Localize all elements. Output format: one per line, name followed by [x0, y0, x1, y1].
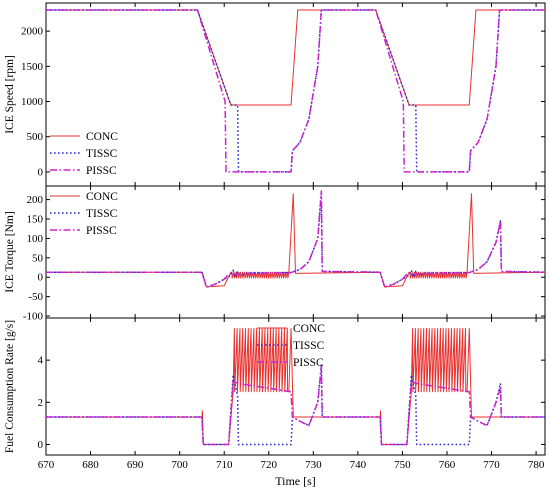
- series-conc-line: [46, 9, 545, 106]
- x-tick-label: 690: [127, 459, 144, 471]
- x-tick-label: 720: [261, 459, 278, 471]
- plot-frame-2: [45, 185, 546, 319]
- y-tick-label: 0: [38, 439, 44, 451]
- y-tick-label: 2000: [21, 26, 44, 38]
- y-tick-label: 1000: [21, 96, 44, 108]
- y-tick-label: 50: [32, 252, 44, 264]
- x-tick-label: 710: [216, 459, 233, 471]
- x-tick-label: 770: [483, 459, 500, 471]
- legend-label-tissc: TISSC: [293, 340, 325, 352]
- y-tick-label: 1500: [21, 61, 44, 73]
- legend-label-pissc: PISSC: [86, 165, 117, 177]
- legend-label-tissc: TISSC: [86, 148, 118, 160]
- x-axis-label: Time [s]: [275, 474, 316, 488]
- y-tick-label: -50: [28, 291, 43, 303]
- series-pissc-line: [46, 190, 545, 288]
- y-tick-label: 0: [38, 272, 44, 284]
- x-tick-label: 780: [528, 459, 545, 471]
- panel-series-3: [46, 328, 545, 446]
- x-tick-label: 680: [82, 459, 99, 471]
- y-axis-label: Fuel Consumption Rate [g/s]: [4, 320, 16, 453]
- series-pissc-line: [46, 9, 545, 173]
- x-tick-label: 760: [439, 459, 456, 471]
- y-axis-label: ICE Torque [Nm]: [4, 211, 16, 292]
- y-tick-label: 0: [38, 166, 44, 178]
- series-pissc-line: [46, 365, 545, 446]
- legend-label-conc: CONC: [293, 323, 325, 335]
- legends: CONC TISSC PISSC CONC TISSC PISSC CONC TISSC PIS…: [50, 131, 325, 369]
- y-tick-label: 2: [38, 397, 44, 409]
- plot-frame-3: [45, 317, 546, 456]
- panel-series-2: [46, 190, 545, 288]
- x-tick-label: 670: [38, 459, 55, 471]
- x-tick-label: 740: [350, 459, 367, 471]
- y-tick-label: 500: [27, 131, 44, 143]
- series-conc-line: [46, 193, 545, 288]
- y-tick-label: -100: [23, 311, 44, 323]
- y-tick-label: 150: [27, 214, 44, 226]
- y-tick-label: 200: [27, 194, 44, 206]
- series-tissc-line: [46, 191, 545, 288]
- y-tick-label: 4: [38, 355, 44, 367]
- x-tick-label: 750: [394, 459, 411, 471]
- x-tick-label: 730: [305, 459, 322, 471]
- legend-label-conc: CONC: [86, 191, 118, 203]
- legend-label-conc: CONC: [86, 131, 118, 143]
- y-axis-label: ICE Speed [rpm]: [4, 55, 16, 134]
- legend-label-pissc: PISSC: [293, 357, 324, 369]
- plot-frames: [45, 2, 546, 456]
- y-tick-label: 100: [27, 233, 44, 245]
- legend-label-pissc: PISSC: [86, 225, 117, 237]
- panel-series-1: [46, 9, 545, 173]
- plot-series: [46, 9, 545, 446]
- x-tick-label: 700: [171, 459, 188, 471]
- legend-label-tissc: TISSC: [86, 208, 118, 220]
